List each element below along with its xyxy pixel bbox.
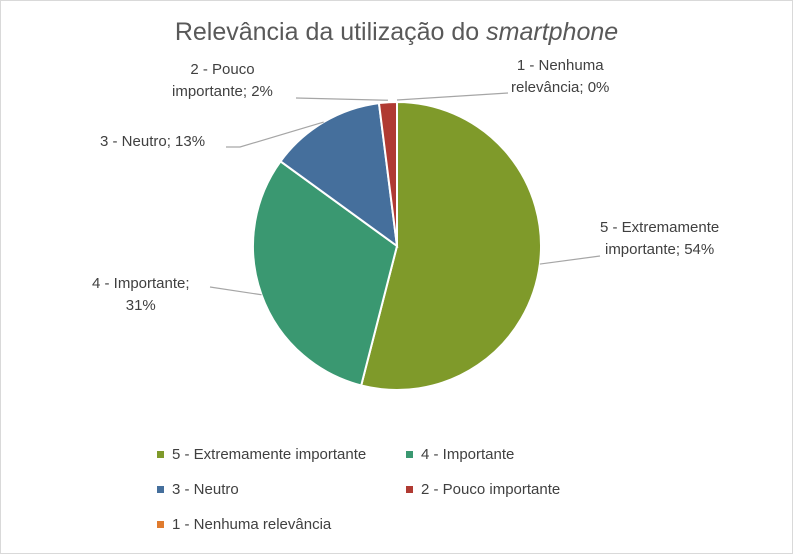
- data-label-extremamente-importante: 5 - Extremamente importante; 54%: [600, 219, 720, 258]
- legend-label: 3 - Neutro: [172, 481, 239, 498]
- legend-label: 2 - Pouco importante: [421, 481, 561, 498]
- leader-line-neutro: [226, 121, 324, 148]
- pie-slice-importante: [252, 159, 399, 387]
- chart-title-main: Relevância da utilização do: [174, 18, 480, 46]
- legend-item-extremamente-importante: 5 - Extremamente importante: [157, 446, 366, 463]
- legend-item-nenhuma-relevancia: 1 - Nenhuma relevância: [157, 516, 331, 533]
- legend-swatch: [406, 451, 413, 458]
- data-label-neutro: 3 - Neutro; 13%: [100, 133, 206, 150]
- legend-label: 4 - Importante: [421, 446, 515, 463]
- pie-slice-extremamente-importante: [359, 100, 542, 391]
- data-label-pouco-importante: 2 - Pouco importante; 2%: [172, 61, 273, 100]
- legend-label: 5 - Extremamente importante: [172, 446, 367, 463]
- pie-slice-pouco-importante: [377, 100, 398, 247]
- pie-slice-neutro: [279, 102, 399, 249]
- leader-line-pouco-importante: [295, 97, 388, 101]
- legend-item-importante: 4 - Importante: [406, 446, 514, 463]
- legend-swatch: [157, 451, 164, 458]
- legend-swatch: [406, 486, 413, 493]
- leader-line-importante: [209, 286, 262, 296]
- legend-swatch: [157, 486, 164, 493]
- legend-item-neutro: 3 - Neutro: [157, 481, 239, 498]
- data-label-nenhuma-relevancia: 1 - Nenhuma relevância; 0%: [511, 57, 610, 96]
- legend-item-pouco-importante: 2 - Pouco importante: [406, 481, 560, 498]
- legend-label: 1 - Nenhuma relevância: [172, 516, 332, 533]
- leader-line-extremamente-importante: [539, 255, 601, 265]
- chart-title: Relevância da utilização do smartphone: [0, 18, 793, 47]
- chart-title-italic: smartphone: [486, 18, 619, 46]
- legend-swatch: [157, 521, 164, 528]
- data-label-importante: 4 - Importante; 31%: [92, 275, 190, 314]
- leader-line-nenhuma-relevancia: [396, 92, 509, 101]
